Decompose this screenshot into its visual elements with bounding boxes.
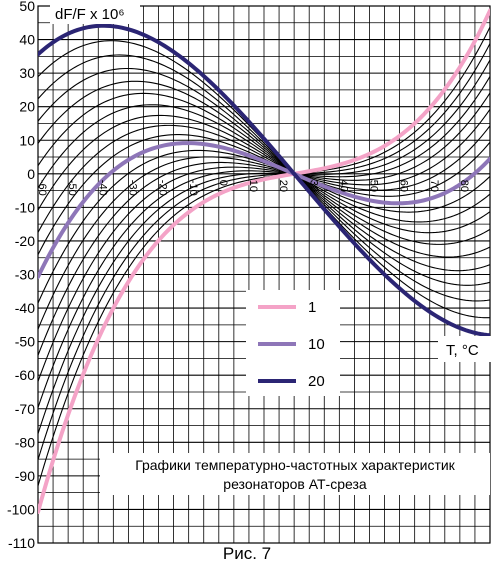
x-tick-label: 70 xyxy=(428,180,440,192)
x-tick-label: -20 xyxy=(157,180,169,196)
family-curve xyxy=(38,80,490,272)
family-curve xyxy=(38,124,490,233)
y-tick-label: 20 xyxy=(19,99,35,115)
x-tick-label: 0 xyxy=(217,180,229,186)
annotation-background xyxy=(100,453,490,495)
family-curve xyxy=(38,114,490,234)
ylabel-background xyxy=(50,2,140,24)
x-tick-label: -10 xyxy=(187,180,199,196)
figure-caption: Рис. 7 xyxy=(223,544,271,563)
x-tick-label: -60 xyxy=(36,180,48,196)
y-tick-label: -40 xyxy=(15,300,35,316)
family-curve xyxy=(38,104,490,245)
x-tick-label: 30 xyxy=(307,180,319,192)
y-tick-label: -90 xyxy=(15,468,35,484)
highlighted-series xyxy=(38,8,490,515)
family-curve xyxy=(38,125,490,330)
family-curve xyxy=(38,67,490,286)
y-axis-label: dF/F x 10⁶ xyxy=(55,6,125,23)
legend-label-10: 10 xyxy=(308,336,325,353)
y-tick-label: -110 xyxy=(8,535,35,551)
legend: 1 10 20 xyxy=(246,290,340,396)
legend-label-1: 1 xyxy=(308,299,316,316)
x-axis-label: T, °C xyxy=(446,342,479,359)
y-tick-label: 50 xyxy=(19,0,35,14)
x-tick-label: 20 xyxy=(277,180,289,192)
family-curve xyxy=(38,134,490,255)
y-tick-label: -70 xyxy=(15,401,35,417)
y-tick-label: -10 xyxy=(15,199,35,215)
x-tick-label: 80 xyxy=(458,180,470,192)
family-curve xyxy=(38,92,490,382)
xlabel-background xyxy=(438,336,494,362)
series-line-1 xyxy=(38,8,490,515)
x-tick-label: 60 xyxy=(398,180,410,192)
legend-label-20: 20 xyxy=(308,373,325,390)
family-curve xyxy=(38,43,490,460)
y-axis-strip xyxy=(0,0,37,564)
y-tick-label: -20 xyxy=(15,233,35,249)
series-line-20 xyxy=(38,23,490,338)
y-tick-label: -50 xyxy=(15,334,35,350)
x-tick-label: -40 xyxy=(96,180,108,196)
annotation-line-2: резонаторов АТ-среза xyxy=(223,476,367,492)
y-tick-labels: 50 40 30 20 10 0 -10 -20 -30 -40 -50 -60 -70 -80 -90 -1… xyxy=(0,0,37,564)
x-tick-labels: -60 -50 -40 -30 -20 -10 0 10 20 30 40 50 60 70 80 xyxy=(36,180,470,196)
y-tick-label: -60 xyxy=(15,367,35,383)
annotation-line-1: Графики температурно-частотных характери… xyxy=(135,457,455,473)
x-tick-label: -50 xyxy=(66,180,78,196)
family-curve xyxy=(38,76,490,408)
x-tick-label: -30 xyxy=(126,180,138,196)
y-tick-label: 40 xyxy=(19,32,35,48)
y-tick-label: 10 xyxy=(19,132,35,148)
family-curve xyxy=(38,59,490,434)
series-line-10 xyxy=(38,141,490,279)
x-tick-label: 10 xyxy=(247,180,259,192)
y-tick-label: -30 xyxy=(15,267,35,283)
family-curve xyxy=(38,92,490,258)
x-tick-label: 40 xyxy=(337,180,349,192)
y-tick-label: 0 xyxy=(27,166,35,182)
family-curve xyxy=(38,54,490,302)
family-curve xyxy=(38,109,490,356)
x-tick-label: 50 xyxy=(368,180,380,192)
y-tick-label: -100 xyxy=(7,501,35,517)
y-tick-label: 30 xyxy=(19,65,35,81)
y-tick-label: -80 xyxy=(15,434,35,450)
